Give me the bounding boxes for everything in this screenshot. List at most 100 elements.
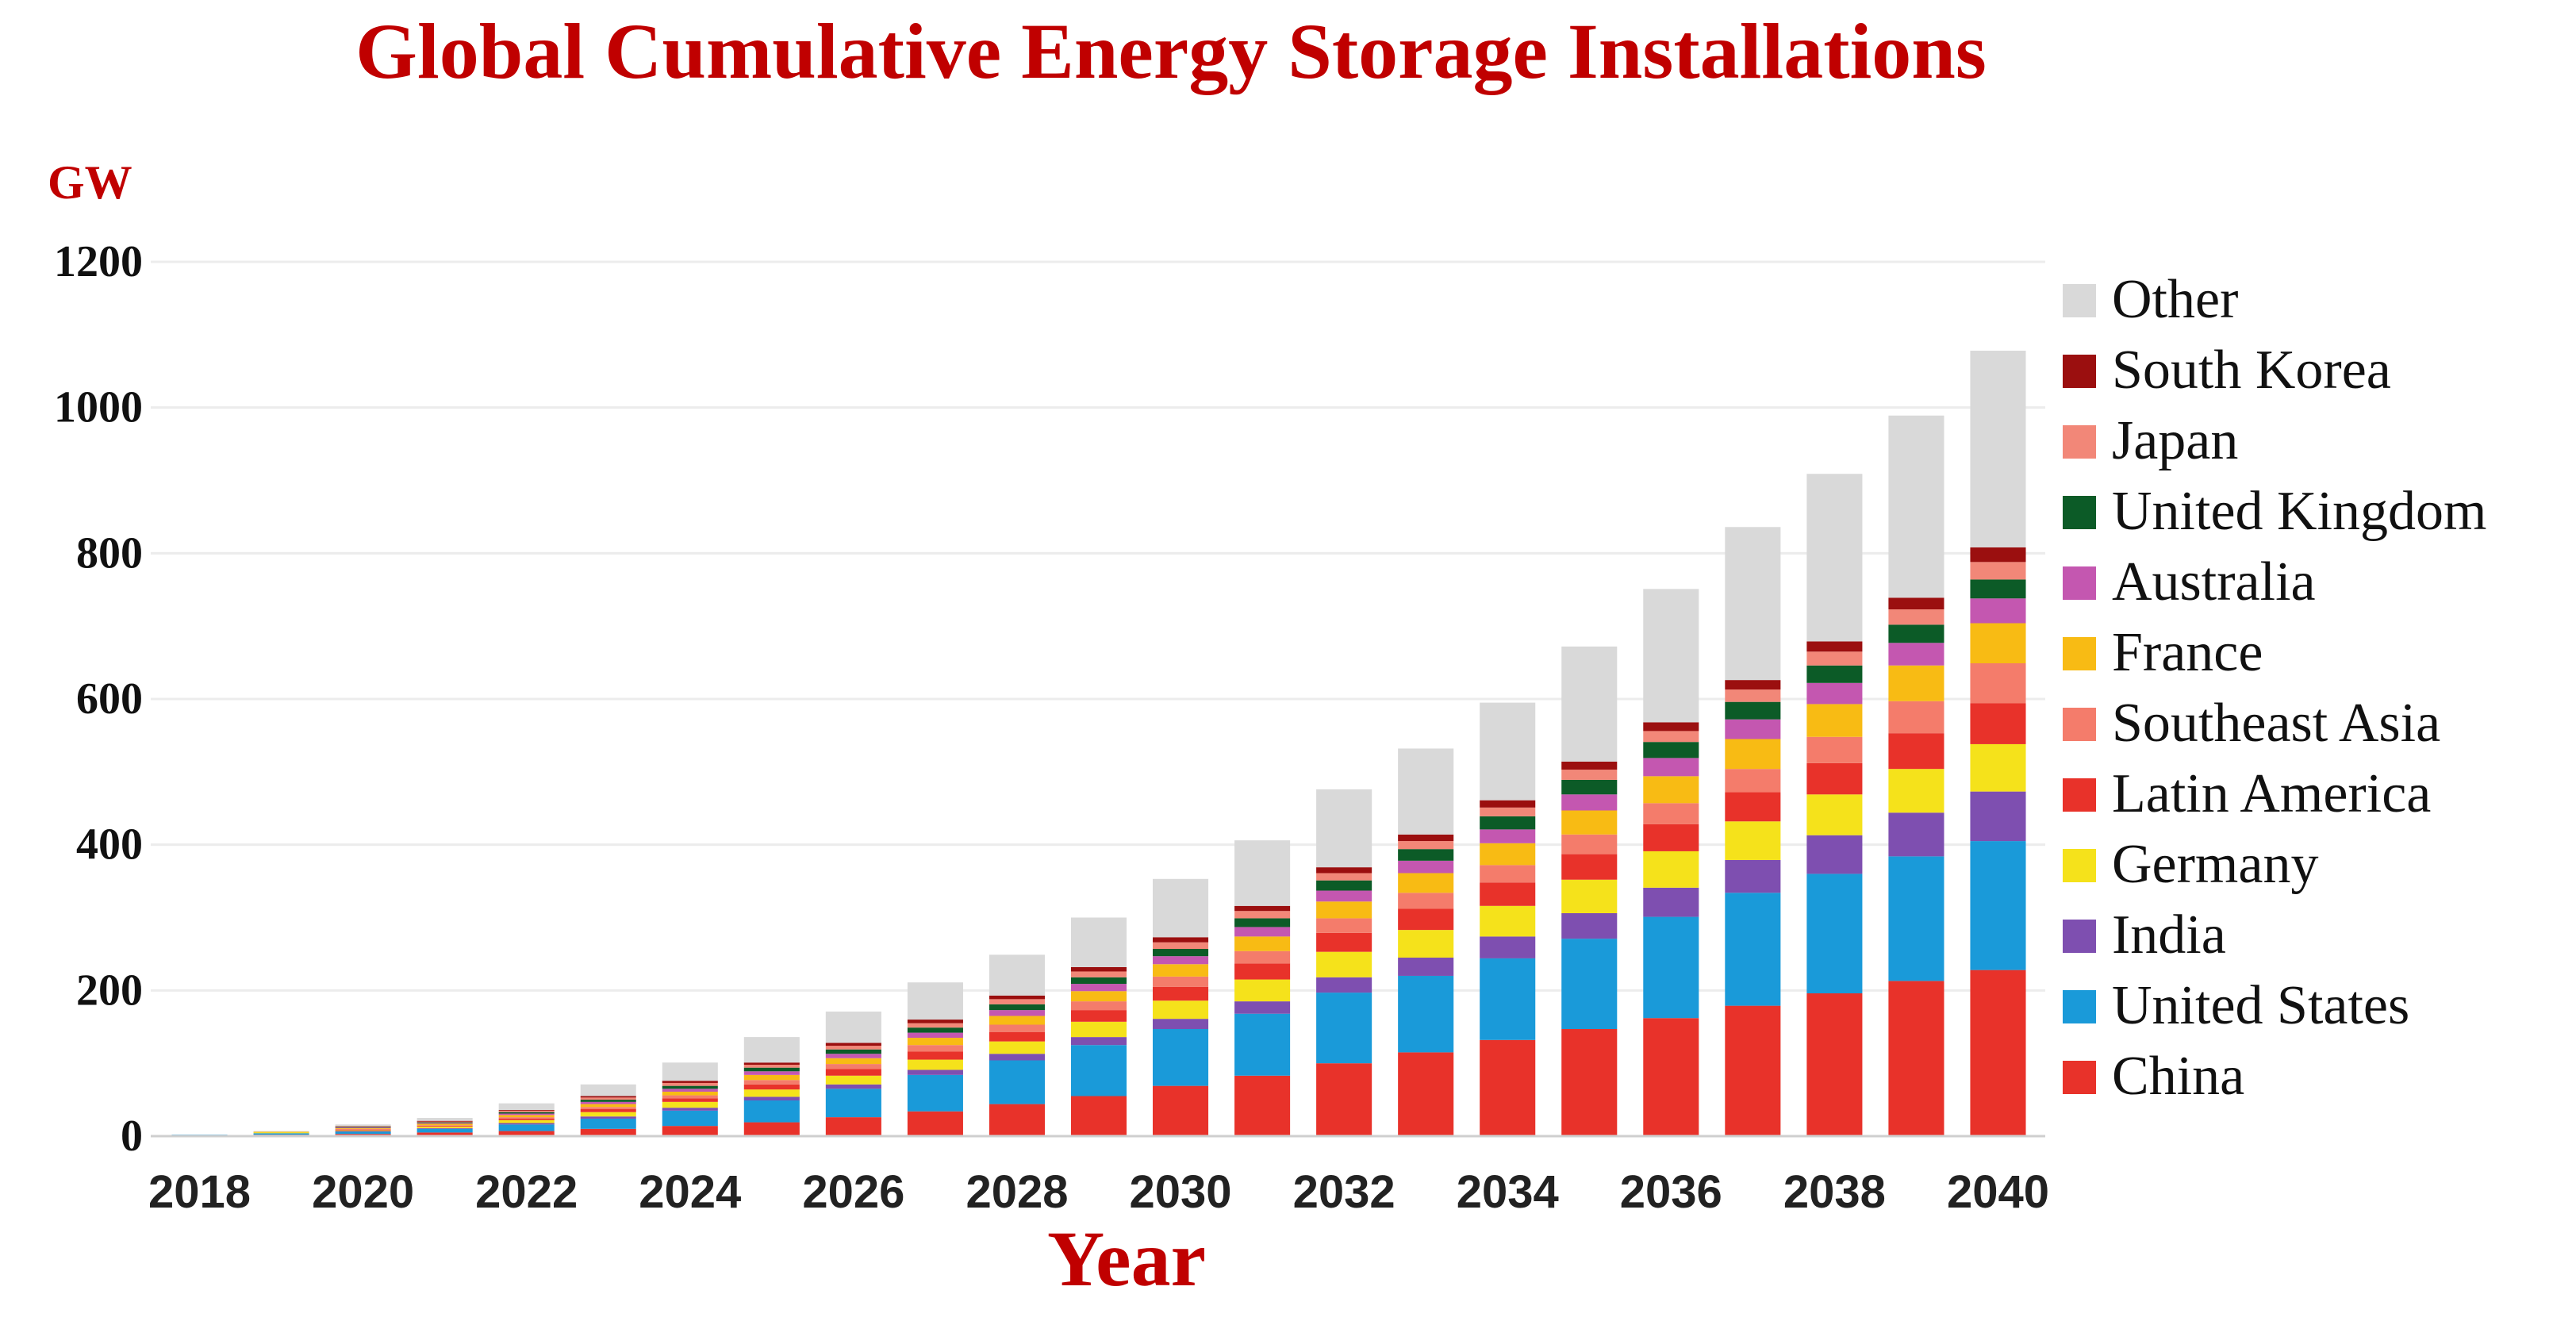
bar-segment-india-2037 <box>1725 859 1781 893</box>
bar-segment-other-2033 <box>1398 748 1454 835</box>
bar-segment-japan-2040 <box>1970 562 2026 580</box>
bar-segment-japan-2039 <box>1888 609 1944 625</box>
bar-segment-germany-2038 <box>1806 794 1863 835</box>
bar-segment-south-korea-2038 <box>1806 641 1863 652</box>
bar-segment-other-2024 <box>662 1062 718 1081</box>
bar-segment-southeast-asia-2038 <box>1806 736 1863 763</box>
bar-segment-united-states-2019 <box>253 1133 309 1135</box>
bar-segment-australia-2040 <box>1970 598 2026 624</box>
y-tick-label: 600 <box>76 674 143 724</box>
y-tick-label: 1200 <box>54 237 143 286</box>
legend-label: South Korea <box>2112 340 2391 401</box>
legend-label: United Kingdom <box>2112 481 2486 542</box>
bar-segment-india-2028 <box>989 1054 1045 1061</box>
bar-segment-southeast-asia-2028 <box>989 1024 1045 1032</box>
bar-segment-germany-2036 <box>1643 851 1699 888</box>
bar-segment-japan-2037 <box>1725 689 1781 702</box>
bar-segment-china-2026 <box>825 1117 881 1136</box>
bar-segment-india-2027 <box>907 1069 963 1075</box>
bar-segment-australia-2020 <box>335 1127 391 1128</box>
bar-segment-australia-2031 <box>1234 927 1291 937</box>
bar-segment-germany-2030 <box>1153 1000 1209 1020</box>
bar-segment-france-2027 <box>907 1038 963 1046</box>
bar-segment-india-2039 <box>1888 812 1944 857</box>
bar-segment-southeast-asia-2039 <box>1888 701 1944 734</box>
bar-segment-latin-america-2023 <box>580 1109 636 1112</box>
bar-segment-other-2035 <box>1561 646 1618 762</box>
bar-segment-germany-2024 <box>662 1101 718 1108</box>
bar-segment-south-korea-2039 <box>1888 597 1944 610</box>
bar-segment-japan-2024 <box>662 1082 718 1086</box>
bar-segment-australia-2025 <box>743 1071 800 1075</box>
bar-segment-japan-2022 <box>498 1110 555 1112</box>
y-tick-label: 0 <box>121 1112 143 1161</box>
bar-segment-china-2040 <box>1970 970 2026 1136</box>
bar-segment-other-2037 <box>1725 527 1781 681</box>
bar-segment-germany-2039 <box>1888 769 1944 813</box>
bar-segment-south-korea-2023 <box>580 1096 636 1098</box>
bar-segment-other-2030 <box>1153 878 1209 938</box>
bar-segment-southeast-asia-2034 <box>1480 865 1536 883</box>
bar-segment-japan-2021 <box>417 1121 473 1123</box>
bar-segment-japan-2031 <box>1234 911 1291 919</box>
bar-segment-france-2036 <box>1643 776 1699 804</box>
bar-segment-other-2020 <box>335 1124 391 1127</box>
bar-segment-southeast-asia-2021 <box>417 1125 473 1127</box>
x-tick-label: 2028 <box>966 1166 1068 1218</box>
bar-segment-united-states-2024 <box>662 1110 718 1127</box>
bar-segment-latin-america-2025 <box>743 1084 800 1090</box>
bar-segment-south-korea-2035 <box>1561 761 1618 770</box>
bar-segment-germany-2034 <box>1480 905 1536 937</box>
bar-segment-other-2028 <box>989 954 1045 996</box>
bar-segment-germany-2019 <box>253 1132 309 1134</box>
bar-segment-india-2020 <box>335 1131 391 1132</box>
bar-segment-germany-2035 <box>1561 879 1618 913</box>
bar-segment-japan-2027 <box>907 1023 963 1028</box>
y-tick-label: 800 <box>76 528 143 578</box>
bar-segment-france-2032 <box>1316 901 1372 919</box>
y-axis-ticks: 0 200 400 600 800 1000 1200 <box>54 237 143 1161</box>
bar-segment-germany-2032 <box>1316 951 1372 977</box>
bar-segment-china-2029 <box>1070 1096 1127 1136</box>
bar-segment-united-kingdom-2031 <box>1234 918 1291 927</box>
x-tick-label: 2038 <box>1783 1166 1886 1218</box>
bar-segment-india-2030 <box>1153 1019 1209 1030</box>
bar-segment-france-2026 <box>825 1058 881 1065</box>
legend-swatch <box>2063 637 2096 670</box>
legend-label: China <box>2112 1046 2244 1107</box>
bar-segment-france-2031 <box>1234 936 1291 951</box>
bar-segment-united-states-2020 <box>335 1131 391 1135</box>
bar-segment-japan-2028 <box>989 999 1045 1004</box>
bar-segment-united-kingdom-2038 <box>1806 665 1863 683</box>
bar-segment-india-2035 <box>1561 912 1618 939</box>
bar-segment-latin-america-2022 <box>498 1118 555 1120</box>
x-tick-label: 2034 <box>1457 1166 1559 1218</box>
bar-segment-france-2029 <box>1070 991 1127 1002</box>
bar-segment-south-korea-2029 <box>1070 966 1127 972</box>
bar-segment-south-korea-2024 <box>662 1081 718 1083</box>
bar-segment-latin-america-2037 <box>1725 792 1781 822</box>
bar-segment-united-kingdom-2025 <box>743 1067 800 1072</box>
bar-segment-china-2021 <box>417 1132 473 1136</box>
bar-segment-united-states-2026 <box>825 1089 881 1118</box>
bar-segment-india-2032 <box>1316 977 1372 993</box>
bar-segment-australia-2023 <box>580 1101 636 1104</box>
x-tick-label: 2026 <box>802 1166 904 1218</box>
bar-segment-germany-2037 <box>1725 821 1781 860</box>
bar-segment-southeast-asia-2040 <box>1970 663 2026 704</box>
bar-segment-india-2033 <box>1398 958 1454 976</box>
bar-segment-france-2022 <box>498 1115 555 1118</box>
bar-segment-latin-america-2021 <box>417 1126 473 1127</box>
bar-segment-other-2029 <box>1070 917 1127 967</box>
bar-segment-united-kingdom-2028 <box>989 1004 1045 1011</box>
bar-segment-australia-2030 <box>1153 956 1209 965</box>
bar-segment-united-states-2034 <box>1480 958 1536 1040</box>
legend-label: Germany <box>2112 834 2318 895</box>
y-axis-unit-label: GW <box>48 156 132 209</box>
bar-segment-other-2019 <box>253 1131 309 1132</box>
y-tick-label: 1000 <box>54 383 143 432</box>
bar-segment-australia-2035 <box>1561 794 1618 811</box>
bar-segment-australia-2028 <box>989 1010 1045 1016</box>
bar-segment-china-2033 <box>1398 1052 1454 1136</box>
